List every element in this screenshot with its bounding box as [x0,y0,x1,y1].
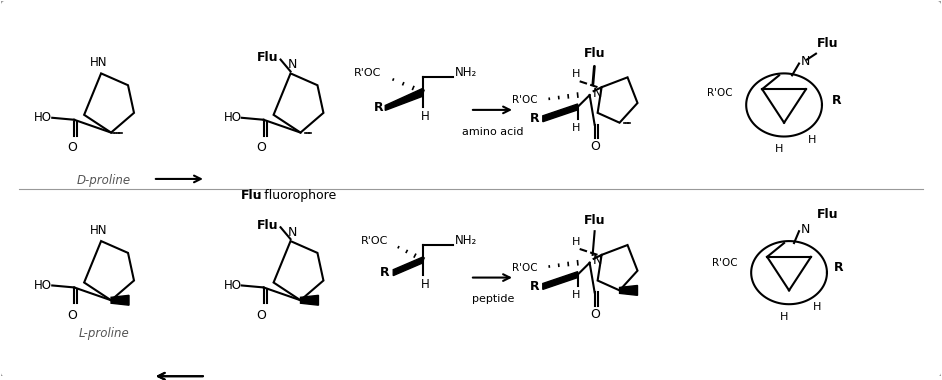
Text: HO: HO [223,279,242,292]
Text: O: O [67,309,77,322]
Text: D-proline: D-proline [77,174,131,187]
Text: N: N [801,223,810,236]
Text: H: H [421,110,430,123]
Text: R: R [834,261,843,274]
Text: amino acid: amino acid [463,127,524,137]
Polygon shape [385,88,423,110]
Polygon shape [543,104,577,122]
Text: HO: HO [223,111,242,124]
Text: Flu: Flu [584,214,606,227]
Text: H: H [813,302,821,312]
Text: HO: HO [34,111,52,124]
Text: R: R [832,93,841,106]
Polygon shape [393,257,423,276]
Text: peptide: peptide [472,294,514,304]
Text: L-proline: L-proline [79,327,129,340]
Text: O: O [256,309,267,322]
Text: H: H [572,69,580,79]
Text: NH₂: NH₂ [455,234,478,247]
Text: H: H [572,237,580,247]
Text: O: O [256,141,267,154]
Text: N: N [593,87,602,100]
Polygon shape [620,285,638,295]
Text: R'OC: R'OC [512,263,538,273]
Text: N: N [288,226,298,239]
Text: Flu: Flu [257,51,279,64]
Text: H: H [775,144,784,154]
Text: R: R [530,280,540,293]
Text: R'OC: R'OC [711,258,738,268]
Text: O: O [591,141,601,154]
Text: R: R [380,266,389,279]
Text: R'OC: R'OC [512,95,538,105]
Text: H: H [780,312,788,322]
Text: H: H [572,123,580,133]
Text: Flu: Flu [584,47,606,60]
Text: NH₂: NH₂ [455,66,478,79]
Text: HN: HN [90,224,107,237]
Text: H: H [572,290,580,301]
Text: R'OC: R'OC [354,68,382,78]
Text: : fluorophore: : fluorophore [255,189,336,202]
Text: N: N [801,55,810,68]
Text: Flu: Flu [241,189,262,202]
Text: Flu: Flu [817,208,838,222]
Text: Flu: Flu [257,219,279,232]
Polygon shape [300,295,318,305]
Text: H: H [421,277,430,291]
Text: HN: HN [90,57,107,70]
Text: N: N [288,59,298,71]
Text: H: H [808,135,816,144]
Text: R'OC: R'OC [361,236,388,246]
Text: O: O [67,141,77,154]
Polygon shape [543,272,577,290]
Text: R'OC: R'OC [706,88,732,98]
Polygon shape [111,295,129,305]
Text: O: O [591,308,601,321]
Text: R: R [374,101,383,114]
Text: Flu: Flu [817,37,838,50]
Text: N: N [593,254,602,267]
Text: R: R [530,112,540,125]
Text: HO: HO [34,279,52,292]
